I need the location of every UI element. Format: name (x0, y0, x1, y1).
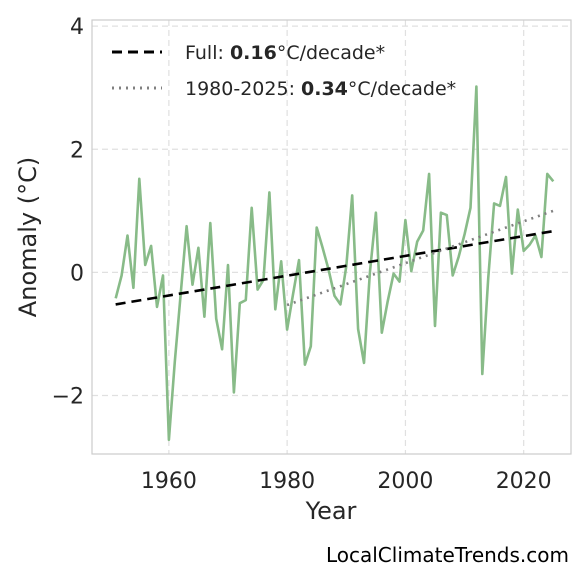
y-axis-title: Anomaly (°C) (14, 157, 42, 317)
legend-full-prefix: Full: (185, 42, 230, 64)
credit-text: LocalClimateTrends.com (325, 543, 569, 567)
legend-recent-label: 1980-2025: 0.34°C/decade* (185, 78, 456, 100)
y-tick-label: 0 (70, 261, 84, 286)
x-tick-label: 1960 (141, 469, 197, 494)
trend-layer (115, 209, 554, 307)
y-tick-label: 2 (70, 138, 84, 163)
legend: Full: 0.16°C/decade* 1980-2025: 0.34°C/d… (112, 42, 456, 100)
legend-recent-rate: 0.34 (301, 78, 348, 100)
recent-trend-line (286, 209, 554, 307)
anomaly-series-line (114, 85, 555, 442)
x-tick-labels: 1960 1980 2000 2020 (141, 469, 552, 494)
y-tick-labels: −2 0 2 4 (52, 15, 84, 409)
x-axis-title: Year (305, 497, 357, 525)
legend-full-suffix: °C/decade* (277, 42, 385, 64)
grid (92, 20, 571, 454)
plot-frame (91, 19, 572, 455)
series-layer (114, 85, 555, 442)
full-trend-line (115, 229, 554, 306)
x-tick-label: 2020 (496, 469, 552, 494)
legend-recent-suffix: °C/decade* (348, 78, 456, 100)
legend-recent-prefix: 1980-2025: (185, 78, 301, 100)
legend-full-rate: 0.16 (230, 42, 277, 64)
x-tick-label: 2000 (377, 469, 433, 494)
y-tick-label: −2 (52, 385, 84, 410)
y-tick-label: 4 (70, 15, 84, 40)
legend-full-label: Full: 0.16°C/decade* (185, 42, 385, 64)
x-tick-label: 1980 (259, 469, 315, 494)
